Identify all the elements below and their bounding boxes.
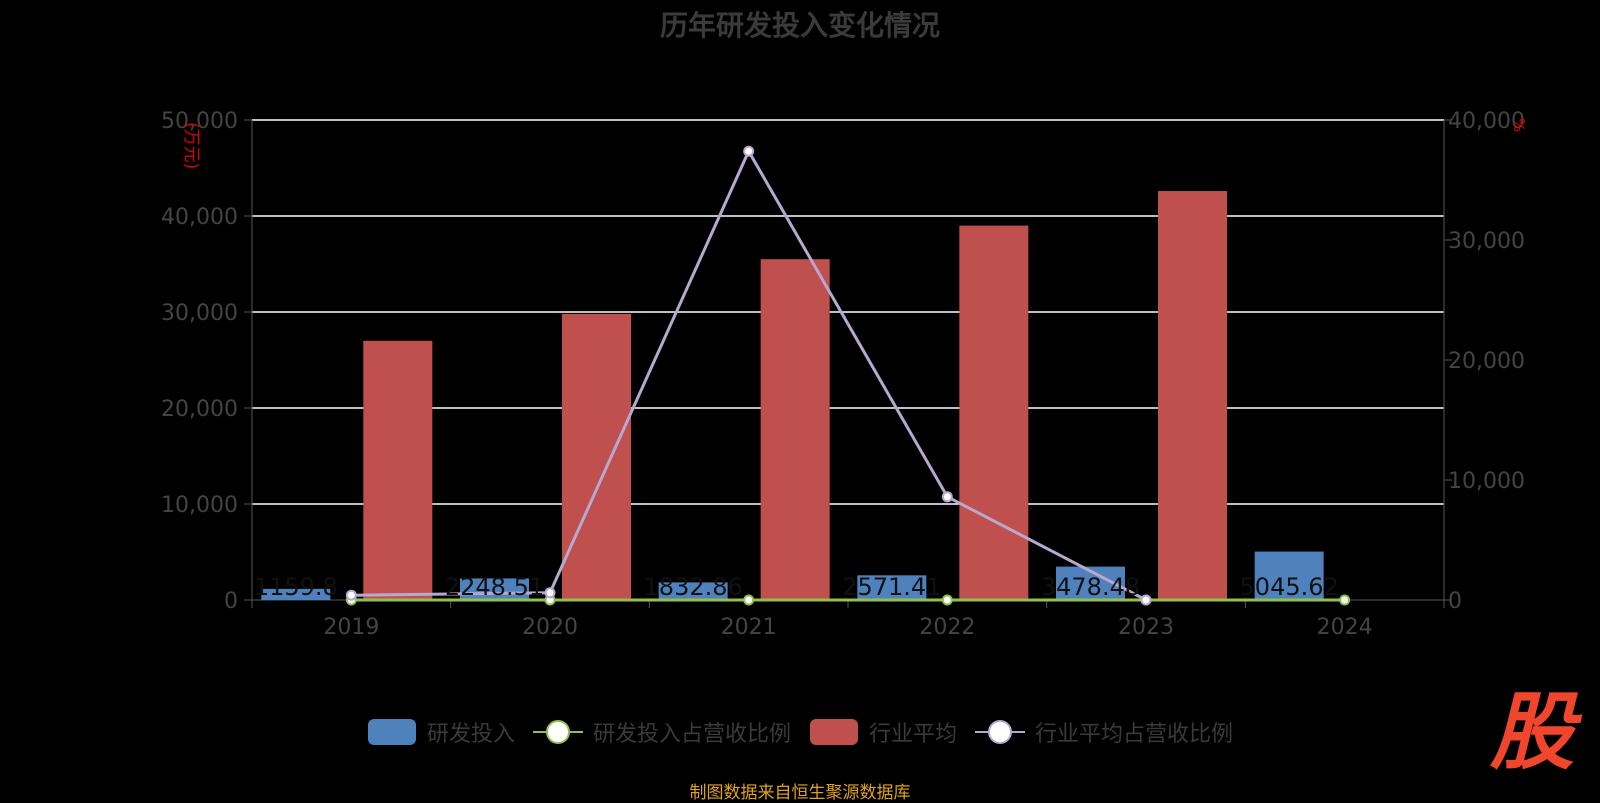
bar-行业平均-2023 bbox=[1158, 191, 1227, 601]
point-研发投入占营收比例 bbox=[1339, 594, 1351, 606]
axes: 0 10,000 20,000 30,000 40,000 50,000 0 10,000 20… bbox=[161, 109, 1528, 640]
bar-行业平均-2019 bbox=[363, 340, 433, 600]
bar-研发投入-2024 bbox=[1254, 551, 1324, 600]
bars bbox=[261, 191, 1324, 601]
legend-label: 行业平均占营收比例 bbox=[1035, 722, 1234, 747]
x-tick-label: 2024 bbox=[1317, 615, 1373, 640]
grid-lines bbox=[252, 119, 1444, 505]
data-labels: 1159.8 2248.51 1832.86 2571.41 3478.48 5045.6… bbox=[254, 573, 1339, 601]
bar-行业平均-2020 bbox=[562, 313, 631, 600]
bar-行业平均-2022 bbox=[959, 225, 1029, 600]
lines bbox=[345, 145, 1351, 606]
point-研发投入占营收比例 bbox=[941, 594, 953, 606]
legend-item[interactable]: 研发投入占营收比例 bbox=[532, 716, 791, 748]
legend-bar-swatch-icon bbox=[810, 719, 858, 745]
left-tick-label: 10,000 bbox=[161, 493, 238, 518]
source-note: 制图数据来自恒生聚源数据库 bbox=[689, 783, 911, 803]
x-tick-label: 2021 bbox=[721, 615, 777, 640]
legend-label: 研发投入占营收比例 bbox=[592, 722, 791, 747]
data-label: 5045.62 bbox=[1240, 573, 1339, 601]
x-tick-label: 2023 bbox=[1118, 615, 1174, 640]
right-tick-label: 30,000 bbox=[1448, 229, 1525, 254]
brand-logo: 股 bbox=[1490, 682, 1575, 781]
x-tick-label: 2020 bbox=[522, 615, 578, 640]
left-tick-label: 0 bbox=[224, 589, 238, 614]
legend-line-swatch-icon bbox=[532, 720, 583, 744]
point-研发投入占营收比例 bbox=[743, 594, 755, 606]
bar-研发投入-2019 bbox=[261, 588, 331, 600]
right-tick-label: 40,000 bbox=[1448, 109, 1525, 134]
chart-title: 历年研发投入变化情况 bbox=[659, 9, 940, 42]
legend-item[interactable]: 行业平均 bbox=[809, 716, 957, 748]
left-axis-unit: (万元) bbox=[181, 122, 201, 169]
data-label: 1832.86 bbox=[644, 573, 743, 601]
legend-line-swatch-icon bbox=[975, 720, 1026, 744]
legend: 研发投入 研发投入占营收比例 行业平均 行业平均占营收比例 bbox=[0, 716, 1600, 748]
legend-bar-swatch-icon bbox=[367, 719, 416, 745]
bar-研发投入-2021 bbox=[658, 582, 728, 600]
point-行业平均占营收比例 bbox=[941, 491, 953, 503]
point-行业平均占营收比例 bbox=[544, 587, 556, 599]
left-tick-label: 40,000 bbox=[161, 205, 238, 230]
legend-item[interactable]: 行业平均占营收比例 bbox=[975, 716, 1233, 748]
bar-研发投入-2022 bbox=[857, 575, 927, 600]
point-行业平均占营收比例 bbox=[743, 145, 755, 157]
data-label: 3478.48 bbox=[1041, 573, 1140, 601]
point-行业平均占营收比例 bbox=[345, 589, 357, 601]
point-行业平均占营收比例 bbox=[1140, 594, 1152, 606]
legend-item[interactable]: 研发投入 bbox=[367, 716, 515, 748]
data-label: 2248.51 bbox=[445, 573, 544, 601]
left-tick-label: 30,000 bbox=[161, 301, 238, 326]
left-tick-label: 20,000 bbox=[161, 397, 238, 422]
legend-label: 研发投入 bbox=[426, 722, 515, 747]
right-tick-label: 10,000 bbox=[1448, 469, 1525, 494]
right-axis-unit: % bbox=[1510, 118, 1528, 132]
data-label: 2571.41 bbox=[842, 573, 941, 601]
right-tick-label: 20,000 bbox=[1448, 349, 1525, 374]
left-tick-label: 50,000 bbox=[161, 109, 238, 134]
data-label: 1159.8 bbox=[254, 573, 338, 601]
legend-label: 行业平均 bbox=[869, 722, 958, 747]
x-tick-label: 2019 bbox=[323, 615, 379, 640]
right-tick-label: 0 bbox=[1448, 589, 1462, 614]
x-tick-label: 2022 bbox=[919, 615, 975, 640]
bar-行业平均-2021 bbox=[760, 259, 830, 600]
